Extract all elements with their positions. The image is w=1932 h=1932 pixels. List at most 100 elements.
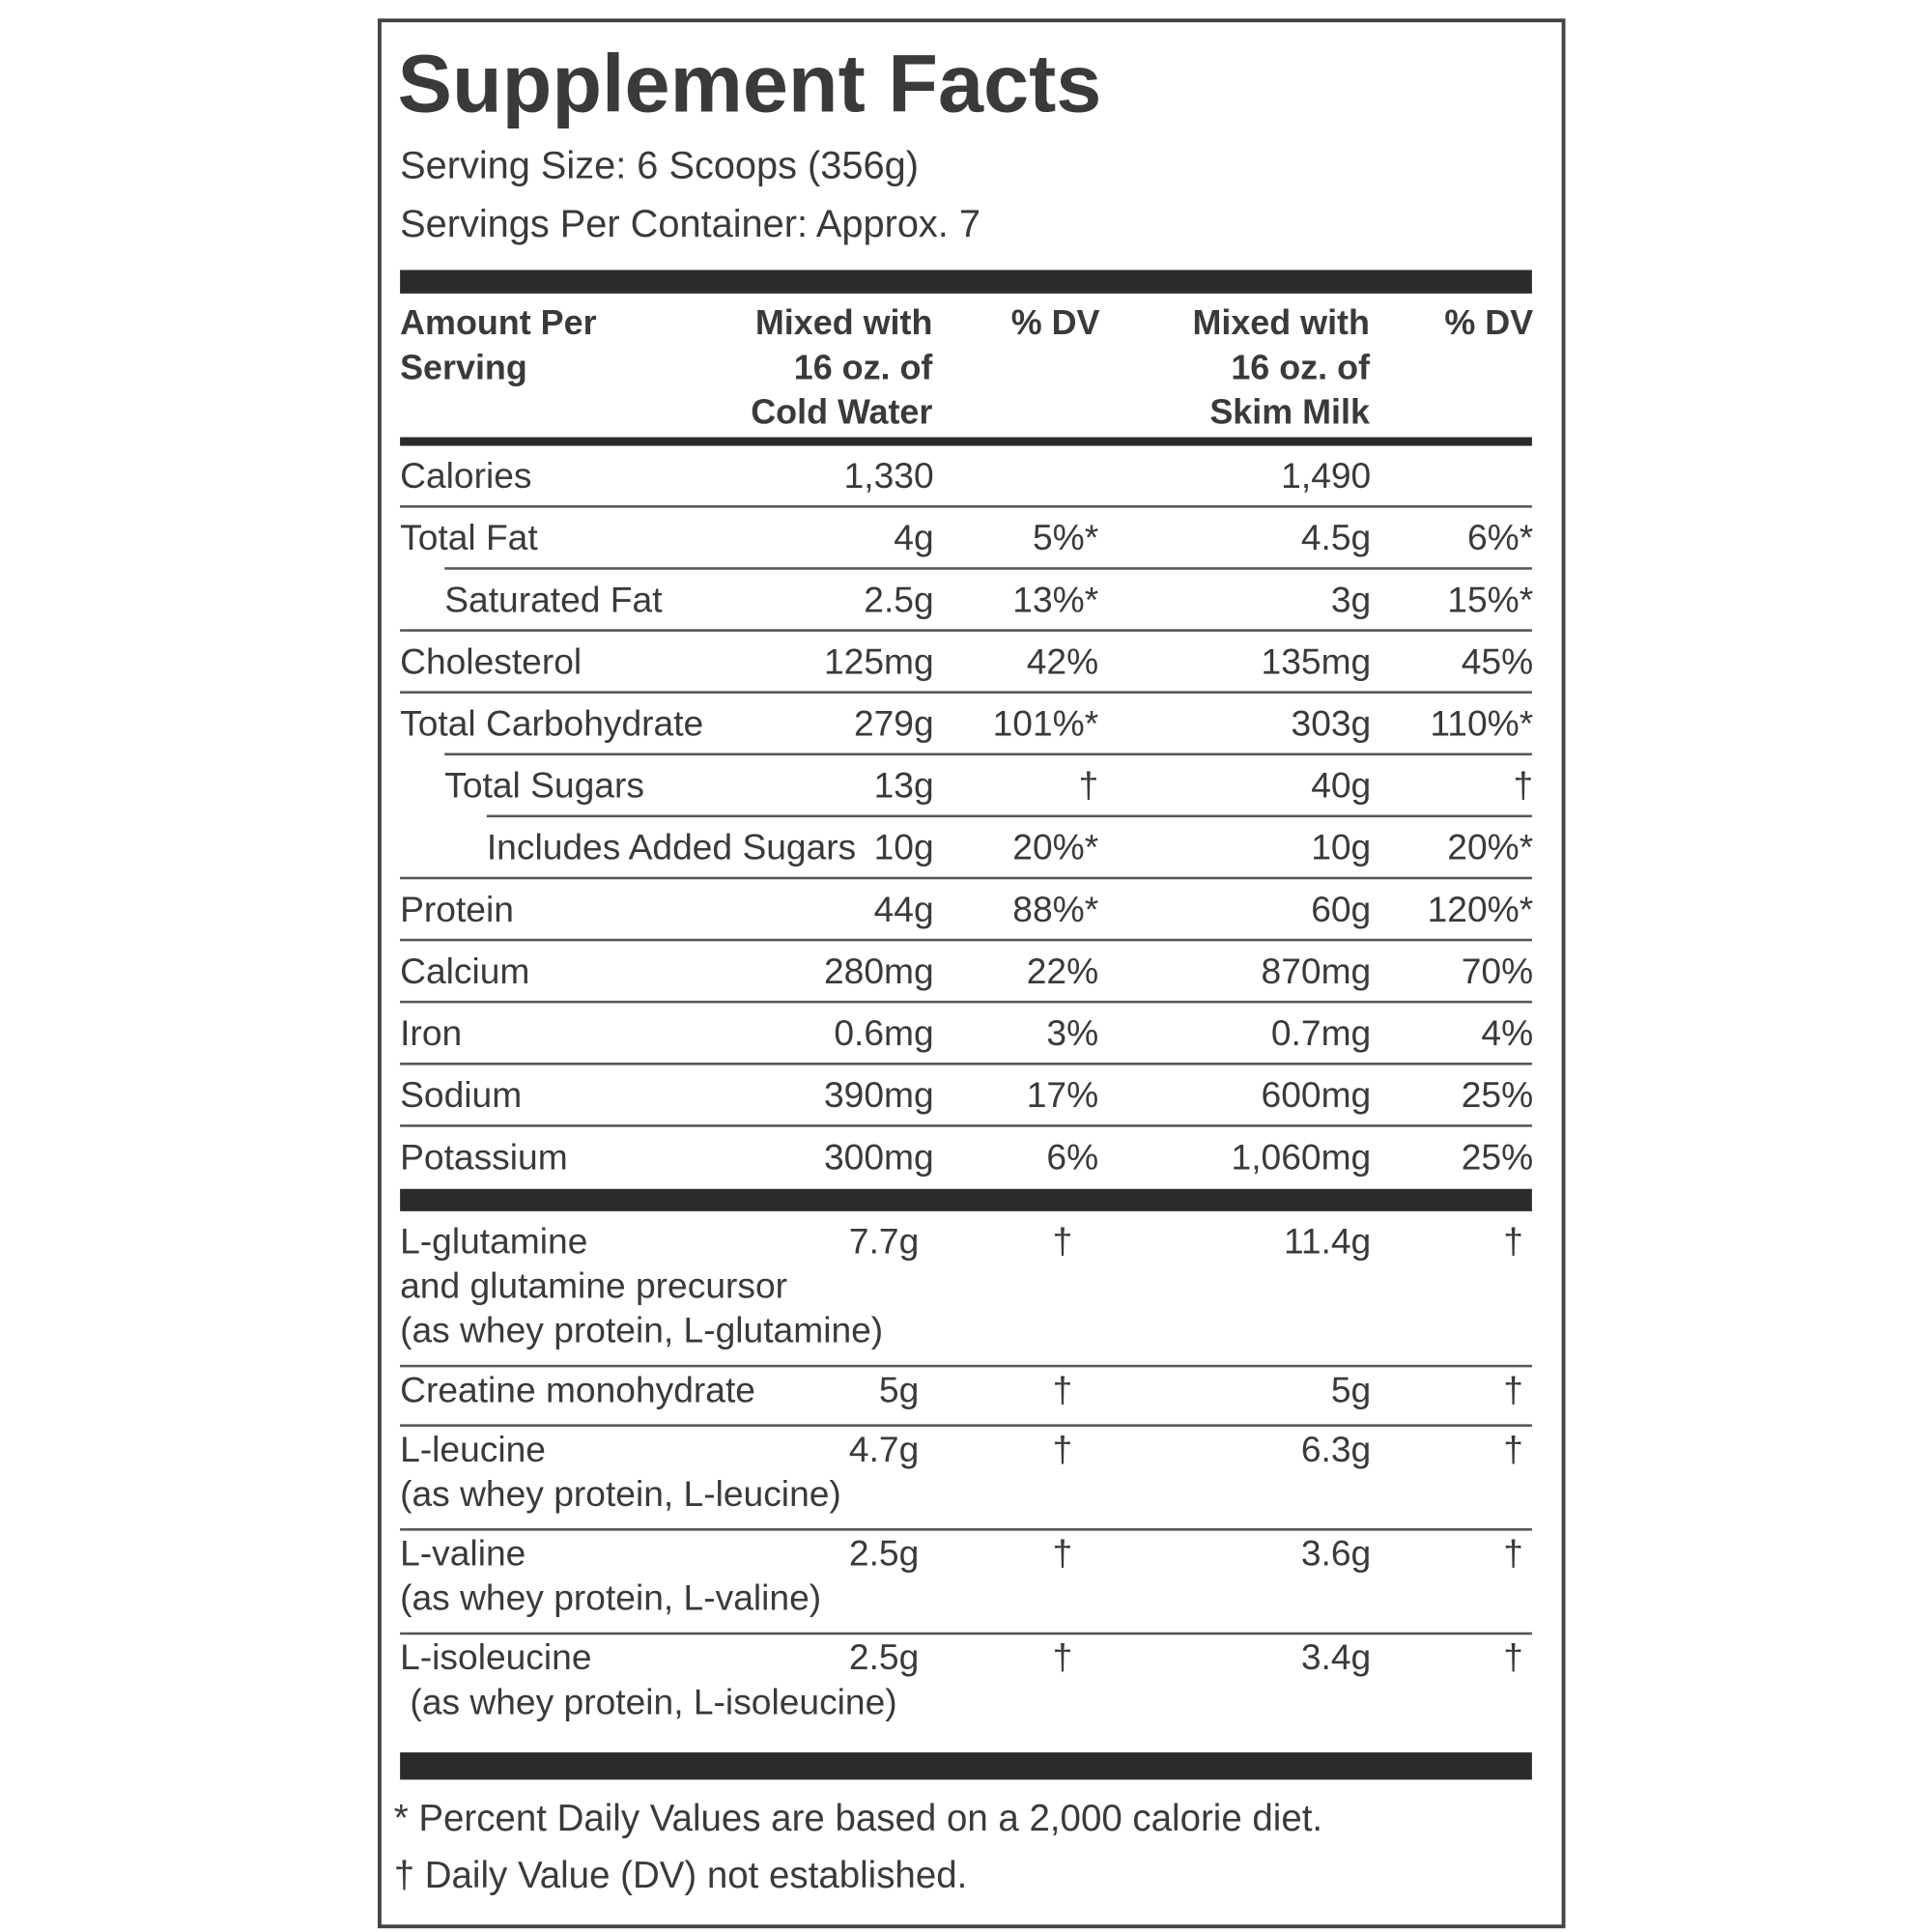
row-rule [400, 1424, 1532, 1427]
nutrient-value: 1,490 [1281, 457, 1372, 497]
nutrient-name: Total Fat [400, 519, 538, 559]
nutrient-value: 88%* [1012, 890, 1099, 930]
nutrient-name: Cholesterol [400, 642, 582, 683]
row-rule [400, 629, 1532, 632]
nutrient-value: 20%* [1447, 828, 1534, 868]
nutrient-value: 870mg [1261, 952, 1372, 992]
nutrient-value: 15%* [1447, 581, 1534, 621]
ingredient-value: 5g [1330, 1371, 1372, 1411]
nutrient-value: 120%* [1427, 890, 1534, 930]
ingredient-value: 3.6g [1300, 1534, 1372, 1575]
nutrient-value: 0.7mg [1270, 1013, 1372, 1055]
nutrient-name: Includes Added Sugars [486, 828, 857, 868]
ingredient-value: † [1052, 1222, 1073, 1263]
nutrient-value: 13%* [1012, 581, 1099, 621]
nutrient-value: 390mg [823, 1076, 934, 1117]
column-header: Mixed with 16 oz. of Skim Milk [1192, 303, 1370, 432]
nutrient-value: 10g [1311, 828, 1372, 868]
footnote: * Percent Daily Values are based on a 2,… [393, 1798, 1323, 1839]
row-rule [444, 753, 1532, 756]
nutrient-value: 1,330 [843, 457, 934, 497]
ingredient-name: L-isoleucine (as whey protein, L-isoleuc… [400, 1638, 897, 1723]
ingredient-value: † [1052, 1638, 1073, 1679]
row-rule [400, 876, 1532, 880]
column-header: Amount Per Serving [400, 303, 597, 386]
nutrient-value: 60g [1311, 890, 1372, 930]
ingredient-value: † [1503, 1430, 1524, 1470]
nutrient-value: † [1078, 766, 1099, 807]
row-rule [400, 1364, 1532, 1368]
nutrient-value: 4g [894, 519, 934, 559]
nutrient-value: 135mg [1261, 642, 1372, 683]
row-rule [400, 1528, 1532, 1531]
row-rule [400, 938, 1532, 942]
column-header: % DV [1010, 303, 1100, 342]
thick-rule [400, 1752, 1532, 1780]
nutrient-value: 4% [1481, 1013, 1534, 1055]
nutrient-value: 70% [1461, 952, 1534, 992]
ingredient-name: L-valine (as whey protein, L-valine) [400, 1534, 822, 1619]
nutrient-value: 25% [1461, 1076, 1534, 1117]
nutrient-value: 1,060mg [1231, 1138, 1372, 1179]
label-border [378, 18, 1566, 1929]
nutrient-name: Calories [400, 457, 532, 497]
nutrient-value: 125mg [823, 642, 934, 683]
ingredient-value: 6.3g [1300, 1430, 1372, 1470]
nutrient-name: Potassium [400, 1138, 568, 1179]
column-header: % DV [1444, 303, 1534, 342]
nutrient-value: 6%* [1466, 519, 1534, 559]
serving-size: Serving Size: 6 Scoops (356g) [400, 143, 919, 187]
ingredient-name: Creatine monohydrate [400, 1371, 755, 1411]
ingredient-value: 11.4g [1283, 1222, 1372, 1263]
ingredient-value: 3.4g [1300, 1638, 1372, 1679]
ingredient-value: † [1503, 1534, 1524, 1575]
row-rule [400, 1124, 1532, 1127]
ingredient-value: † [1503, 1222, 1524, 1263]
row-rule [400, 1000, 1532, 1004]
nutrient-value: 303g [1291, 704, 1372, 745]
ingredient-value: 2.5g [848, 1638, 920, 1679]
servings-per-container: Servings Per Container: Approx. 7 [400, 201, 981, 245]
row-rule [400, 505, 1532, 508]
nutrient-value: 4.5g [1300, 519, 1372, 559]
nutrient-value: 10g [873, 828, 934, 868]
nutrient-value: 300mg [823, 1138, 934, 1179]
row-rule [400, 1062, 1532, 1065]
nutrient-value: 279g [853, 704, 934, 745]
ingredient-name: L-glutamine and glutamine precursor (as … [400, 1222, 884, 1351]
nutrient-value: 44g [873, 890, 934, 930]
nutrient-value: 17% [1026, 1076, 1099, 1117]
nutrient-name: Saturated Fat [444, 581, 663, 621]
ingredient-name: L-leucine (as whey protein, L-leucine) [400, 1430, 841, 1515]
nutrient-name: Iron [400, 1013, 463, 1055]
nutrient-value: 13g [873, 766, 934, 807]
ingredient-value: 2.5g [848, 1534, 920, 1575]
ingredient-value: † [1503, 1371, 1524, 1411]
nutrient-value: † [1513, 766, 1534, 807]
nutrient-value: 40g [1311, 766, 1372, 807]
nutrient-value: 20%* [1012, 828, 1099, 868]
ingredient-value: † [1052, 1371, 1073, 1411]
nutrient-value: 2.5g [864, 581, 934, 621]
footnote: † Daily Value (DV) not established. [393, 1855, 968, 1896]
nutrient-value: 280mg [823, 952, 934, 992]
nutrient-value: 45% [1461, 642, 1534, 683]
ingredient-value: 7.7g [848, 1222, 920, 1263]
nutrient-name: Protein [400, 890, 514, 930]
row-rule [400, 1632, 1532, 1635]
nutrient-name: Total Sugars [444, 766, 644, 807]
ingredient-value: † [1052, 1430, 1073, 1470]
row-rule [444, 567, 1532, 570]
nutrient-name: Sodium [400, 1076, 523, 1117]
header-rule [400, 437, 1532, 446]
ingredient-value: 4.7g [848, 1430, 920, 1470]
row-rule [486, 814, 1532, 818]
nutrient-value: 25% [1461, 1138, 1534, 1179]
nutrient-value: 600mg [1261, 1076, 1372, 1117]
thick-rule [400, 1188, 1532, 1211]
nutrient-value: 0.6mg [834, 1013, 934, 1055]
nutrient-name: Total Carbohydrate [400, 704, 704, 745]
nutrient-value: 5%* [1032, 519, 1099, 559]
